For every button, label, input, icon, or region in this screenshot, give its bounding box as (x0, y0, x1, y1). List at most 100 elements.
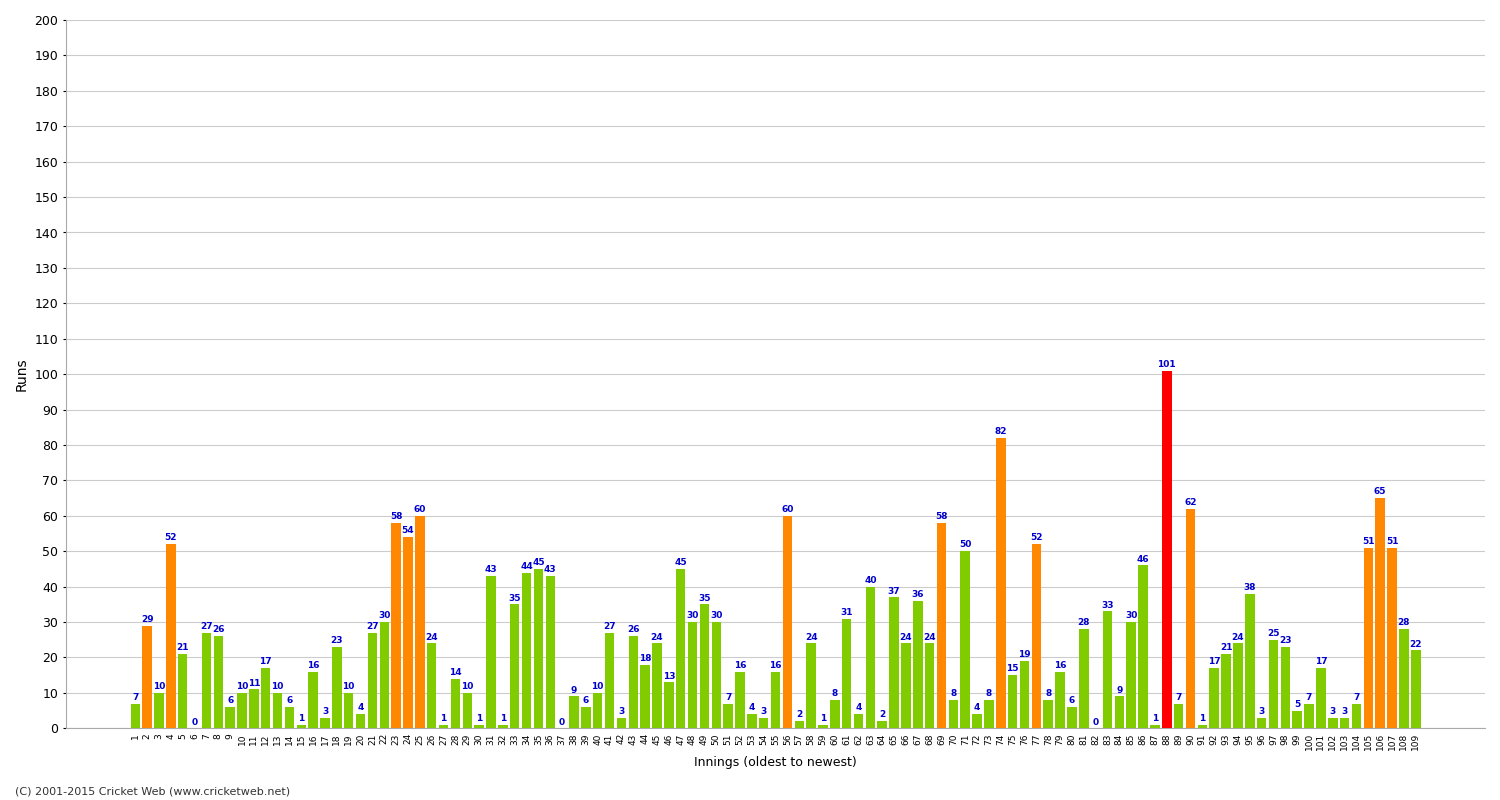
Bar (747, 714, 756, 728)
Text: 16: 16 (770, 661, 782, 670)
Bar (273, 693, 282, 728)
Bar (1066, 707, 1077, 728)
Bar (249, 690, 258, 728)
Bar (321, 718, 330, 728)
Text: 21: 21 (1220, 643, 1233, 652)
Bar (592, 693, 603, 728)
Bar (1400, 629, 1408, 728)
Text: 38: 38 (1244, 583, 1256, 592)
Text: 23: 23 (1280, 636, 1292, 645)
Bar (450, 678, 460, 728)
Text: 4: 4 (357, 703, 364, 712)
Bar (1162, 370, 1172, 728)
Bar (664, 682, 674, 728)
Text: 82: 82 (994, 427, 1006, 436)
Text: 9: 9 (1116, 686, 1122, 694)
Text: 10: 10 (591, 682, 604, 691)
Bar (1174, 703, 1184, 728)
Text: 36: 36 (912, 590, 924, 599)
Bar (1305, 703, 1314, 728)
Text: 0: 0 (560, 718, 566, 726)
Text: 7: 7 (1353, 693, 1359, 702)
Bar (795, 722, 804, 728)
Text: 33: 33 (1101, 601, 1114, 610)
Text: 30: 30 (378, 611, 390, 620)
Text: 3: 3 (322, 707, 328, 716)
Bar (404, 537, 412, 728)
Text: 7: 7 (724, 693, 732, 702)
Bar (1340, 718, 1350, 728)
Bar (498, 725, 507, 728)
Text: 26: 26 (211, 626, 225, 634)
Bar (1316, 668, 1326, 728)
Text: 17: 17 (1314, 658, 1328, 666)
Text: 29: 29 (141, 615, 153, 624)
Bar (1245, 594, 1254, 728)
Bar (652, 643, 662, 728)
Bar (462, 693, 472, 728)
Text: 1: 1 (1152, 714, 1158, 723)
Text: 0: 0 (1092, 718, 1098, 726)
Bar (580, 707, 591, 728)
Text: 27: 27 (603, 622, 616, 631)
Text: 30: 30 (687, 611, 699, 620)
Text: 8: 8 (986, 690, 992, 698)
Bar (902, 643, 910, 728)
Text: 58: 58 (390, 512, 402, 521)
Text: 65: 65 (1374, 487, 1386, 496)
Bar (688, 622, 698, 728)
Text: 25: 25 (1268, 629, 1280, 638)
Text: 27: 27 (200, 622, 213, 631)
Text: 58: 58 (936, 512, 948, 521)
Bar (676, 569, 686, 728)
Text: 16: 16 (1054, 661, 1066, 670)
Text: 10: 10 (272, 682, 284, 691)
Text: 19: 19 (1019, 650, 1031, 659)
Bar (392, 523, 400, 728)
Text: 28: 28 (1398, 618, 1410, 627)
Text: 52: 52 (1030, 534, 1042, 542)
Bar (783, 516, 792, 728)
Bar (818, 725, 828, 728)
Text: 40: 40 (864, 576, 876, 585)
Text: 6: 6 (286, 696, 292, 706)
Bar (297, 725, 306, 728)
Text: 14: 14 (448, 668, 462, 677)
Bar (1138, 566, 1148, 728)
Bar (522, 573, 531, 728)
Text: 6: 6 (226, 696, 234, 706)
Text: 16: 16 (308, 661, 320, 670)
Text: 15: 15 (1007, 665, 1019, 674)
Bar (510, 604, 519, 728)
Bar (926, 643, 934, 728)
Bar (1376, 498, 1384, 728)
Bar (237, 693, 248, 728)
Text: 1: 1 (441, 714, 447, 723)
Text: 28: 28 (1077, 618, 1090, 627)
Text: 24: 24 (900, 633, 912, 642)
Bar (309, 672, 318, 728)
Bar (261, 668, 270, 728)
Text: 11: 11 (248, 678, 259, 688)
Text: 5: 5 (1294, 700, 1300, 709)
Text: 30: 30 (710, 611, 723, 620)
Bar (1020, 661, 1029, 728)
Bar (853, 714, 864, 728)
Bar (878, 722, 886, 728)
Bar (178, 654, 188, 728)
Text: 3: 3 (760, 707, 766, 716)
Text: 24: 24 (426, 633, 438, 642)
Bar (1032, 544, 1041, 728)
Bar (1221, 654, 1232, 728)
Bar (807, 643, 816, 728)
Text: 6: 6 (582, 696, 590, 706)
Bar (972, 714, 982, 728)
Text: 10: 10 (460, 682, 474, 691)
Text: 0: 0 (192, 718, 198, 726)
Bar (1293, 710, 1302, 728)
Bar (1352, 703, 1360, 728)
Bar (1008, 675, 1017, 728)
Text: 52: 52 (165, 534, 177, 542)
Text: 35: 35 (509, 594, 520, 602)
Text: 10: 10 (236, 682, 248, 691)
